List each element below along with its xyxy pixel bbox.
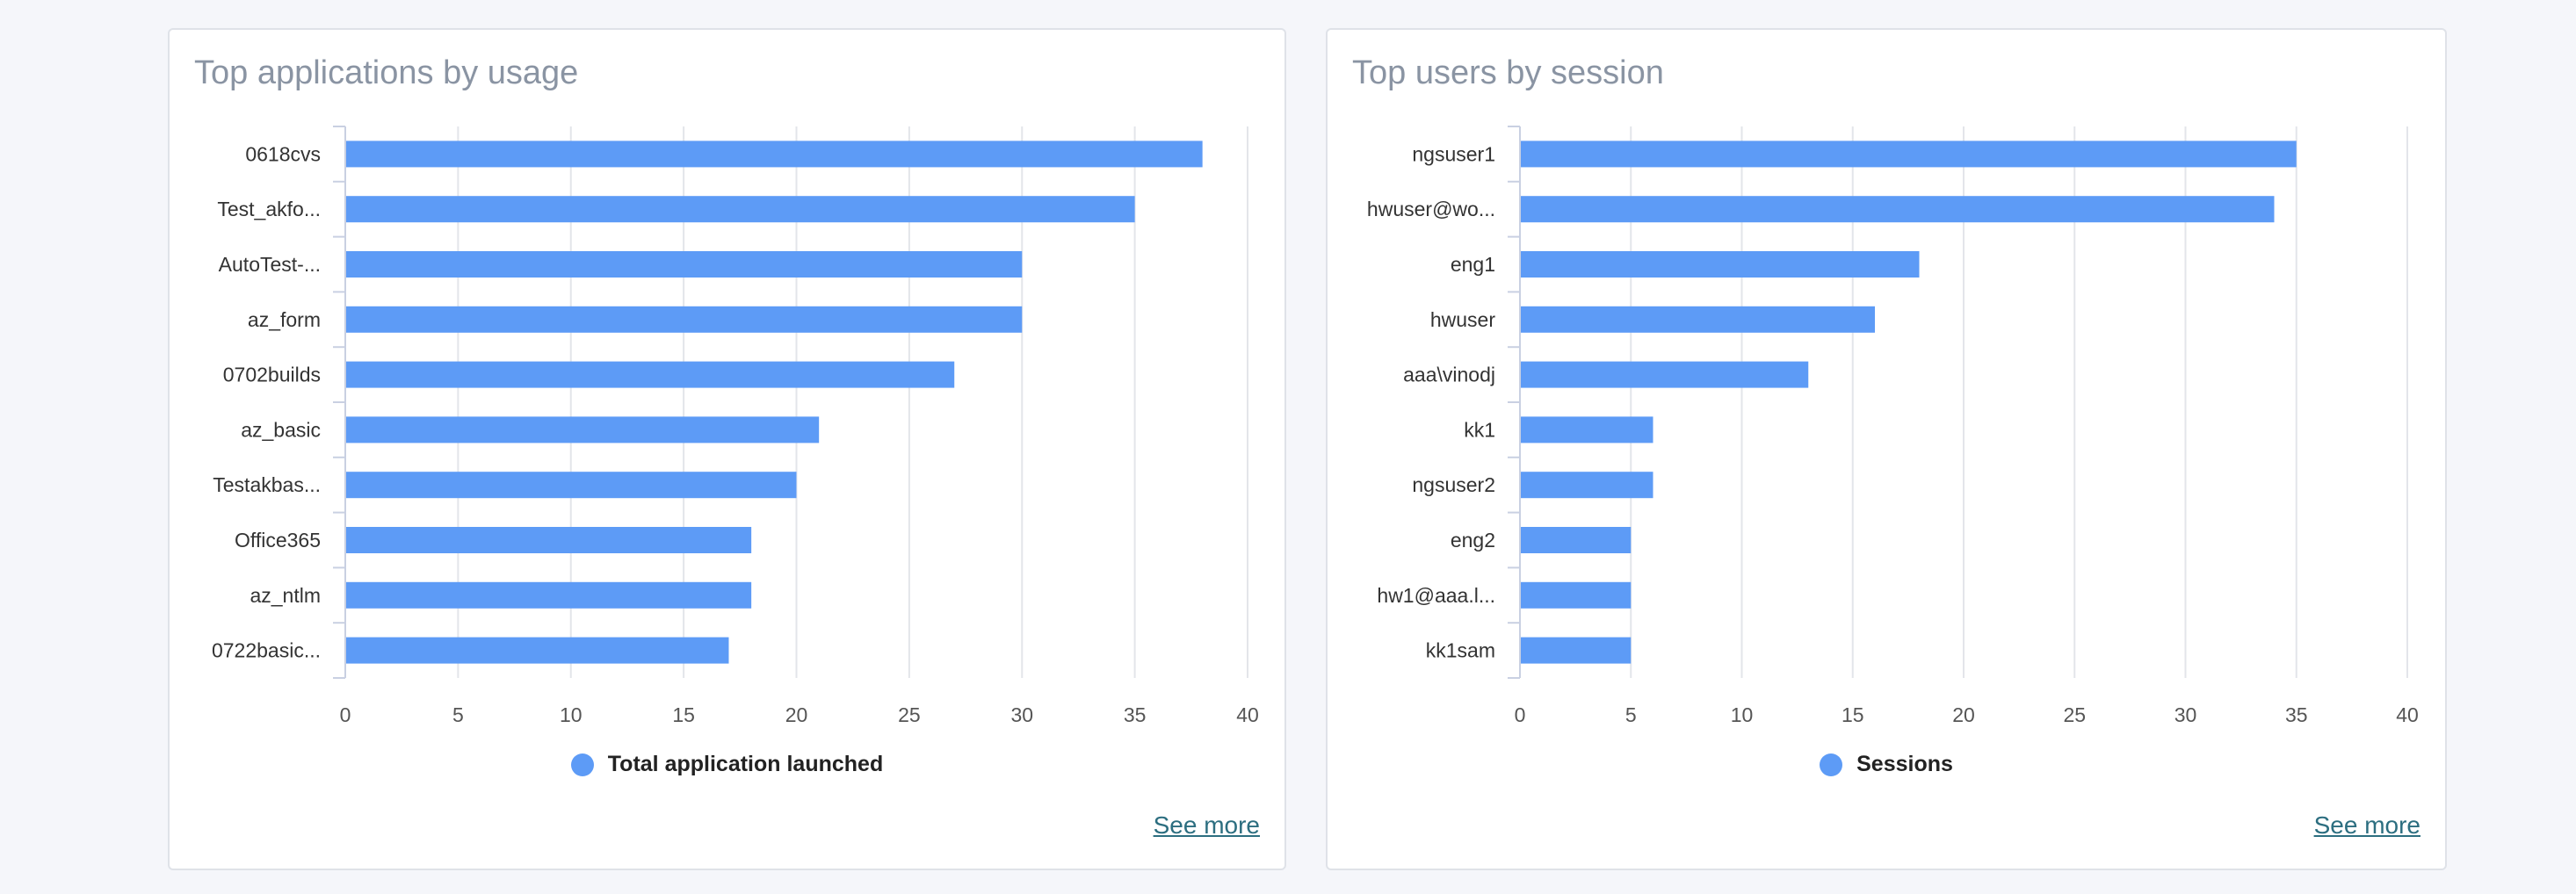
category-label: AutoTest-... — [219, 253, 321, 276]
bar[interactable] — [1521, 527, 1632, 553]
category-label: az_form — [248, 308, 321, 331]
category-label: kk1sam — [1426, 639, 1495, 662]
category-label: az_ntlm — [250, 584, 321, 607]
category-label: hwuser — [1430, 308, 1495, 331]
top-users-card: Top users by session 0 5 10 15 20 25 30 35 40 ngs… — [1326, 28, 2447, 870]
bar[interactable] — [346, 472, 797, 499]
bar[interactable] — [346, 637, 729, 664]
x-tick-label: 20 — [785, 703, 808, 726]
x-tick-label: 25 — [898, 703, 921, 726]
card-title: Top applications by usage — [194, 54, 579, 91]
category-label: hwuser@wo... — [1367, 198, 1495, 220]
bar[interactable] — [346, 416, 820, 443]
bar[interactable] — [1521, 141, 2297, 168]
card-title: Top users by session — [1352, 54, 1664, 91]
x-tick-label: 25 — [2063, 703, 2086, 726]
x-tick-label: 5 — [452, 703, 464, 726]
chart-legend[interactable]: Sessions — [1328, 752, 2445, 777]
x-tick-label: 40 — [1236, 703, 1259, 726]
category-label: 0702builds — [223, 364, 321, 386]
bar[interactable] — [346, 196, 1135, 223]
see-more-link[interactable]: See more — [1153, 811, 1260, 839]
bar[interactable] — [1521, 306, 1875, 333]
bar[interactable] — [1521, 416, 1653, 443]
category-label: eng1 — [1451, 253, 1495, 276]
x-tick-label: 40 — [2396, 703, 2419, 726]
bar[interactable] — [1521, 196, 2275, 223]
x-tick-label: 30 — [1010, 703, 1033, 726]
legend-label: Sessions — [1856, 752, 1953, 776]
category-label: aaa\vinodj — [1403, 364, 1495, 386]
category-label: kk1 — [1464, 418, 1495, 441]
bar[interactable] — [1521, 581, 1632, 609]
bar[interactable] — [1521, 637, 1632, 664]
x-tick-label: 35 — [1124, 703, 1147, 726]
bar[interactable] — [346, 251, 1023, 278]
category-label: ngsuser2 — [1412, 473, 1495, 496]
x-tick-label: 30 — [2174, 703, 2197, 726]
bar[interactable] — [346, 306, 1023, 333]
x-tick-label: 20 — [1952, 703, 1975, 726]
bar[interactable] — [1521, 361, 1809, 388]
see-more-link[interactable]: See more — [2313, 811, 2420, 839]
category-label: eng2 — [1451, 529, 1495, 552]
top-applications-card: Top applications by usage 0 5 10 15 20 25 30 35… — [168, 28, 1286, 870]
category-label: 0722basic... — [212, 639, 321, 662]
users-bar-chart: 0 5 10 15 20 25 30 35 40 ngsuser1 hwuser@wo... eng1… — [1367, 126, 2419, 726]
category-label: hw1@aaa.l... — [1377, 584, 1495, 607]
legend-dot-icon — [1820, 753, 1843, 776]
legend-dot-icon — [570, 753, 594, 776]
x-tick-label: 15 — [672, 703, 695, 726]
applications-bar-chart: 0 5 10 15 20 25 30 35 40 0618cvs Test_akfo... AutoT… — [212, 126, 1259, 726]
category-label: 0618cvs — [245, 142, 321, 165]
x-tick-label: 0 — [1515, 703, 1526, 726]
category-label: ngsuser1 — [1412, 142, 1495, 165]
x-tick-label: 10 — [1731, 703, 1754, 726]
x-tick-label: 35 — [2285, 703, 2308, 726]
chart-legend[interactable]: Total application launched — [170, 752, 1284, 777]
x-tick-label: 5 — [1625, 703, 1637, 726]
bar[interactable] — [1521, 472, 1653, 499]
x-tick-label: 10 — [560, 703, 582, 726]
bar[interactable] — [346, 581, 752, 609]
bar[interactable] — [346, 361, 955, 388]
category-label: az_basic — [241, 418, 321, 441]
x-tick-label: 0 — [340, 703, 351, 726]
category-label: Office365 — [235, 529, 321, 552]
bar[interactable] — [346, 141, 1203, 168]
bar[interactable] — [346, 527, 752, 553]
bar[interactable] — [1521, 251, 1920, 278]
category-label: Testakbas... — [213, 473, 321, 496]
legend-label: Total application launched — [607, 752, 884, 776]
category-label: Test_akfo... — [217, 198, 321, 220]
x-tick-label: 15 — [1842, 703, 1864, 726]
